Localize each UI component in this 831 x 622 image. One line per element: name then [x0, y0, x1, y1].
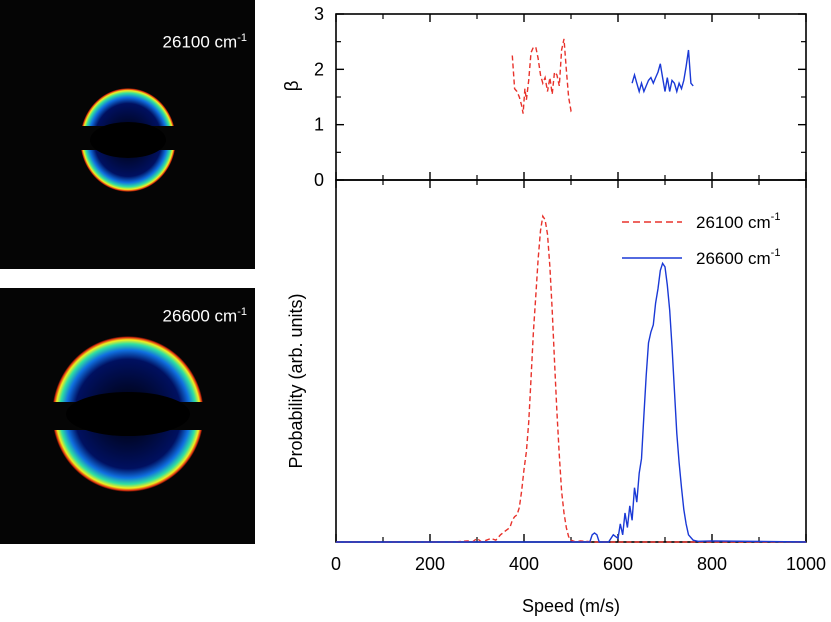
beta-y-tick-label: 3: [314, 4, 324, 24]
velocity-map-rings-26600: [52, 336, 204, 492]
beta-y-axis-label: β: [282, 80, 303, 91]
beta-y-tick-label: 2: [314, 59, 324, 79]
x-tick-label: 200: [415, 554, 445, 574]
beta-series-line-1: [511, 38, 574, 114]
x-tick-label: 400: [509, 554, 539, 574]
velocity-map-image-26600: 26600 cm-1: [0, 288, 255, 544]
legend-label-2: 26600 cm-1: [696, 247, 780, 268]
x-tick-label: 0: [331, 554, 341, 574]
probability-panel-frame: [335, 179, 807, 543]
x-axis-label: Speed (m/s): [522, 596, 620, 616]
beta-panel-frame: [335, 13, 807, 181]
beta-y-tick-label: 1: [314, 115, 324, 135]
x-tick-label: 600: [603, 554, 633, 574]
velocity-map-rings-26100: [80, 88, 176, 192]
x-tick-label: 800: [697, 554, 727, 574]
legend-label-1: 26100 cm-1: [696, 211, 780, 232]
velocity-map-image-26100: 26100 cm-1: [0, 0, 255, 269]
beta-series-line-2: [631, 49, 694, 95]
image-label-26600: 26600 cm-1: [162, 306, 247, 326]
probability-series-line-2: [336, 261, 807, 543]
beta-y-tick-label: 0: [314, 170, 324, 190]
probability-y-axis-label: Probability (arb. units): [286, 293, 306, 468]
x-tick-label: 1000: [786, 554, 826, 574]
image-label-26100: 26100 cm-1: [162, 32, 247, 52]
